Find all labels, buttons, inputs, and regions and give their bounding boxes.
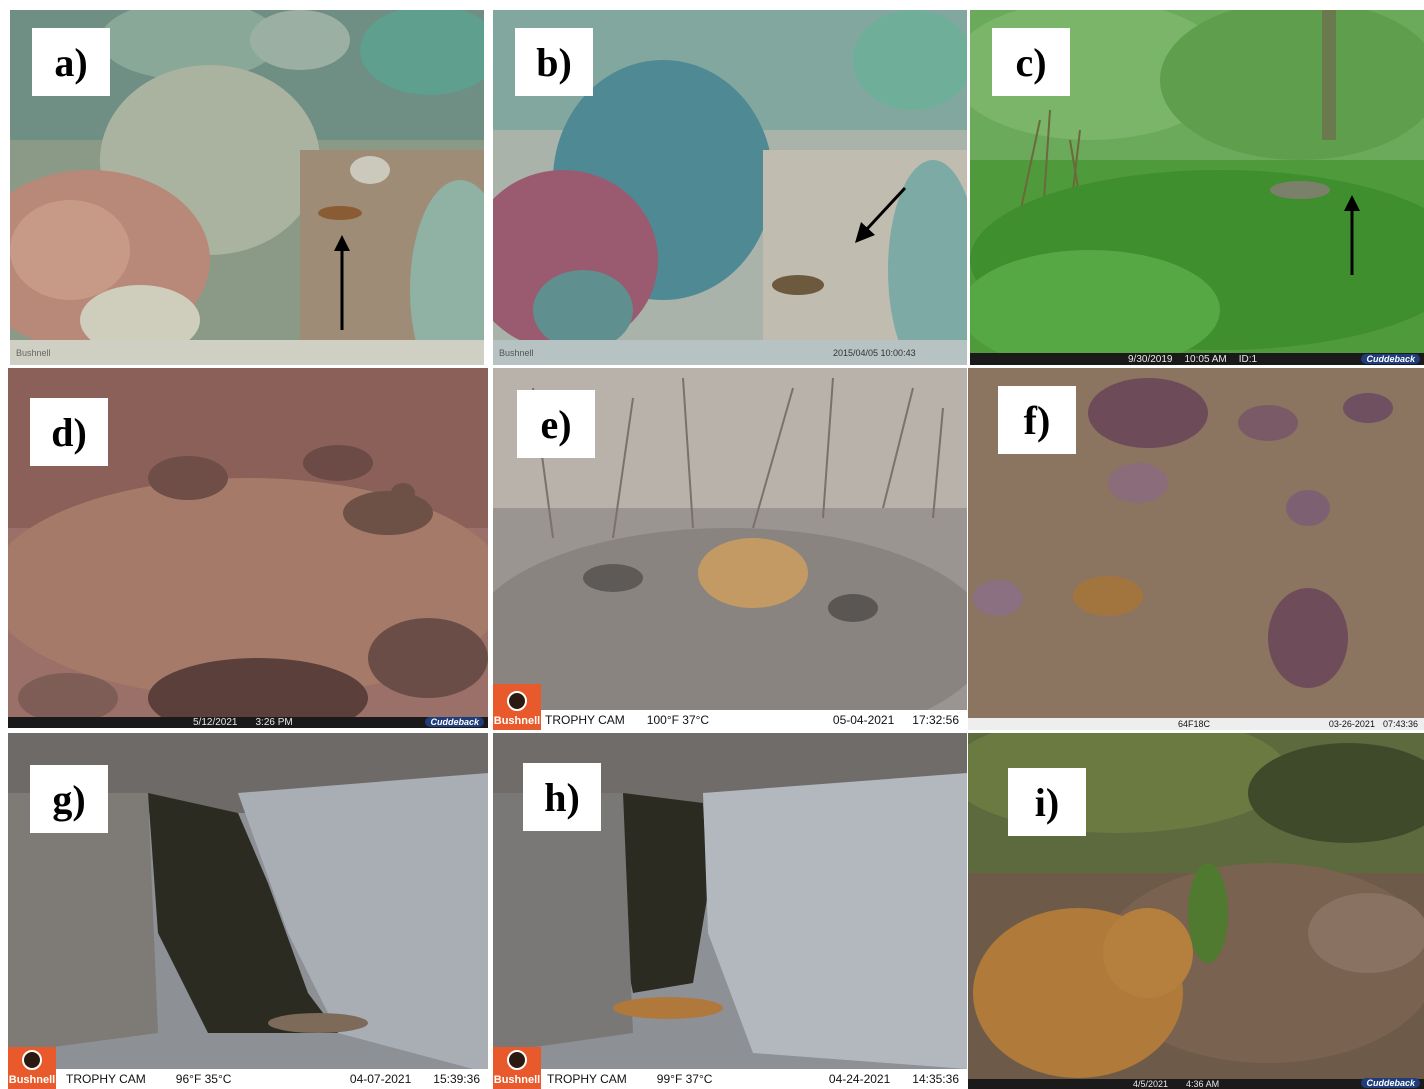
strip-time: 15:39:36 (433, 1072, 480, 1086)
panel-label-b: b) (515, 28, 593, 96)
arrow-up-icon (334, 235, 350, 330)
photo-panel-e: TROPHY CAM 100°F 37°C 05-04-2021 17:32:5… (493, 368, 967, 730)
strip-id: ID:1 (1238, 353, 1258, 365)
panel-label-e: e) (517, 390, 595, 458)
strip-date: 04-07-2021 (349, 1072, 412, 1086)
photo-panel-f: 64F18C 03-26-2021 07:43:36 f) (968, 368, 1424, 730)
photo-panel-i: 4/5/2021 4:36 AM Cuddeback i) (968, 733, 1424, 1089)
strip-temperature: 64F18C (1178, 719, 1211, 729)
cuddeback-logo: Cuddeback (1361, 354, 1420, 364)
strip-time: 4:36 AM (1186, 1079, 1220, 1089)
arrow-diagonal-icon (855, 186, 907, 243)
bushnell-logo: Bushnell (493, 684, 541, 730)
camera-info-strip: TROPHY CAM 99°F 37°C 04-24-2021 14:35:36 (493, 1069, 967, 1089)
camera-info-strip: TROPHY CAM 100°F 37°C 05-04-2021 17:32:5… (493, 710, 967, 730)
photo-b-timestamp: 2015/04/05 10:00:43 (833, 348, 916, 358)
photo-d-scene (8, 368, 488, 728)
strip-time: 3:26 PM (255, 717, 293, 728)
bushnell-emblem-icon (507, 691, 527, 711)
strip-temperature: 96°F 35°C (175, 1072, 232, 1086)
bushnell-logo: Bushnell (8, 1047, 56, 1089)
panel-label-c: c) (992, 28, 1070, 96)
strip-date: 04-24-2021 (828, 1072, 891, 1086)
strip-temperature: 99°F 37°C (656, 1072, 713, 1086)
strip-temperature: 100°F 37°C (646, 713, 710, 727)
strip-date: 05-04-2021 (832, 713, 895, 727)
camera-info-strip: 4/5/2021 4:36 AM Cuddeback (968, 1078, 1424, 1089)
camera-info-strip: 64F18C 03-26-2021 07:43:36 (968, 718, 1424, 730)
panel-label-a: a) (32, 28, 110, 96)
photo-panel-d: 5/12/2021 3:26 PM Cuddeback d) (8, 368, 488, 728)
photo-i-scene (968, 733, 1424, 1089)
cuddeback-logo: Cuddeback (425, 717, 484, 727)
photo-a-scene: Bushnell (10, 10, 484, 365)
photo-panel-h: TROPHY CAM 99°F 37°C 04-24-2021 14:35:36… (493, 733, 967, 1089)
panel-label-d: d) (30, 398, 108, 466)
bushnell-logo: Bushnell (493, 1047, 541, 1089)
photo-panel-c: 9/30/2019 10:05 AM ID:1 Cuddeback c) (970, 10, 1424, 365)
photo-panel-b: Bushnell 2015/04/05 10:00:43 b) (493, 10, 967, 365)
panel-label-g: g) (30, 765, 108, 833)
bushnell-emblem-icon (22, 1050, 42, 1070)
panel-label-f: f) (998, 386, 1076, 454)
camera-info-strip: TROPHY CAM 96°F 35°C 04-07-2021 15:39:36 (8, 1069, 488, 1089)
arrow-up-icon (1344, 195, 1360, 275)
bushnell-logo-text: Bushnell (493, 1074, 541, 1086)
strip-model: TROPHY CAM (66, 1072, 146, 1086)
camera-info-strip: 9/30/2019 10:05 AM ID:1 Cuddeback (970, 353, 1424, 365)
bushnell-emblem-icon (507, 1050, 527, 1070)
photo-panel-g: TROPHY CAM 96°F 35°C 04-07-2021 15:39:36… (8, 733, 488, 1089)
strip-model: TROPHY CAM (545, 713, 625, 727)
camera-info-strip: 5/12/2021 3:26 PM Cuddeback (8, 717, 488, 728)
bushnell-watermark: Bushnell (16, 348, 51, 358)
strip-model: TROPHY CAM (547, 1072, 627, 1086)
panel-label-i: i) (1008, 768, 1086, 836)
bushnell-logo-text: Bushnell (493, 715, 541, 727)
strip-time: 07:43:36 (1382, 719, 1418, 729)
strip-date: 4/5/2021 (1133, 1079, 1169, 1089)
photo-panel-a: Bushnell a) (10, 10, 484, 365)
panel-label-h: h) (523, 763, 601, 831)
strip-time: 14:35:36 (912, 1072, 959, 1086)
strip-date: 9/30/2019 (1128, 353, 1173, 365)
strip-date: 03-26-2021 (1328, 719, 1375, 729)
strip-time: 10:05 AM (1184, 353, 1227, 365)
strip-date: 5/12/2021 (193, 717, 238, 728)
bushnell-watermark: Bushnell (499, 348, 534, 358)
bushnell-logo-text: Bushnell (8, 1074, 56, 1086)
strip-time: 17:32:56 (912, 713, 959, 727)
cuddeback-logo: Cuddeback (1361, 1078, 1420, 1088)
